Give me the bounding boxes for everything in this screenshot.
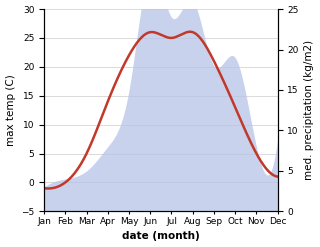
Y-axis label: med. precipitation (kg/m2): med. precipitation (kg/m2)	[304, 40, 315, 180]
Y-axis label: max temp (C): max temp (C)	[5, 74, 16, 146]
X-axis label: date (month): date (month)	[122, 231, 200, 242]
